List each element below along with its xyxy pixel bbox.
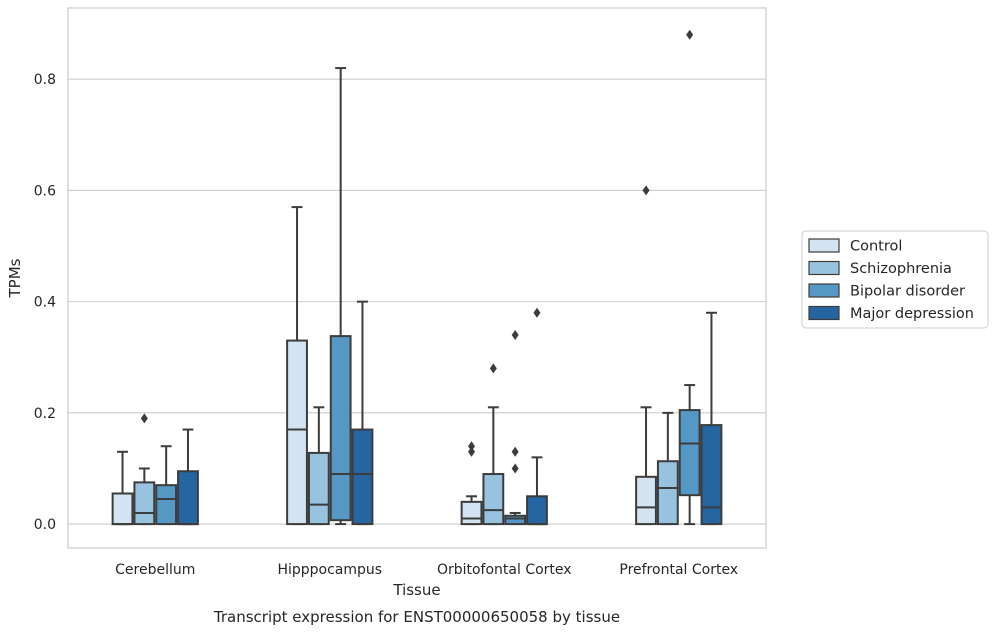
series-control xyxy=(111,185,657,526)
outlier-point xyxy=(468,441,476,452)
series-bipolar-disorder xyxy=(155,29,701,526)
box xyxy=(678,409,701,497)
y-axis-title: TPMs xyxy=(6,258,24,298)
x-axis-ticks: Cerebellum Hipppocampus Orbitofontal Corte… xyxy=(115,562,738,578)
box xyxy=(526,495,548,526)
y-tick-label: 0.6 xyxy=(34,183,56,199)
box xyxy=(656,460,679,526)
legend-swatch xyxy=(808,238,840,253)
plot-area xyxy=(67,7,767,549)
legend-swatch xyxy=(808,260,840,276)
y-axis-ticks: 0.0 0.2 0.4 0.6 0.8 xyxy=(34,72,56,533)
box xyxy=(700,424,723,526)
x-tick-label: Prefrontal Cortex xyxy=(619,562,738,578)
outlier-point xyxy=(642,185,650,196)
x-tick-label: Cerebellum xyxy=(115,562,195,578)
outlier-point xyxy=(489,363,497,374)
box xyxy=(307,451,330,526)
outlier-point xyxy=(511,463,519,474)
legend-label: Bipolar disorder xyxy=(850,284,965,300)
legend-swatch xyxy=(808,283,840,298)
y-tick-label: 0.4 xyxy=(34,295,56,311)
y-tick-label: 0.2 xyxy=(34,406,56,422)
outlier-point xyxy=(686,29,694,40)
box xyxy=(286,339,308,526)
series-schizophrenia xyxy=(133,363,679,526)
chart-caption: Transcript expression for ENST0000065005… xyxy=(213,608,620,626)
outlier-point xyxy=(140,413,148,424)
x-tick-label: Hipppocampus xyxy=(277,562,382,578)
box-series xyxy=(111,29,723,526)
outlier-point xyxy=(468,446,476,457)
box xyxy=(504,514,527,526)
y-tick-label: 0.8 xyxy=(34,72,56,88)
box xyxy=(177,470,199,526)
outlier-point xyxy=(511,330,519,341)
legend: Control Schizophrenia Bipolar disorder Majo… xyxy=(801,230,989,329)
series-major-depression xyxy=(177,300,723,526)
y-tick-label: 0.0 xyxy=(34,517,56,533)
box xyxy=(351,428,374,526)
outlier-point xyxy=(533,307,541,318)
legend-label: Major depression xyxy=(850,306,974,322)
box xyxy=(111,492,134,526)
x-tick-label: Orbitofontal Cortex xyxy=(437,562,572,578)
legend-swatch xyxy=(808,305,840,321)
box xyxy=(635,475,657,526)
box xyxy=(329,335,352,522)
box xyxy=(155,484,178,526)
legend-frame xyxy=(801,230,989,329)
legend-label: Schizophrenia xyxy=(850,261,952,277)
box xyxy=(133,481,156,526)
box xyxy=(460,500,483,526)
x-axis-title: Tissue xyxy=(392,581,440,599)
box xyxy=(482,473,505,526)
outlier-point xyxy=(511,446,519,457)
legend-label: Control xyxy=(850,239,902,255)
